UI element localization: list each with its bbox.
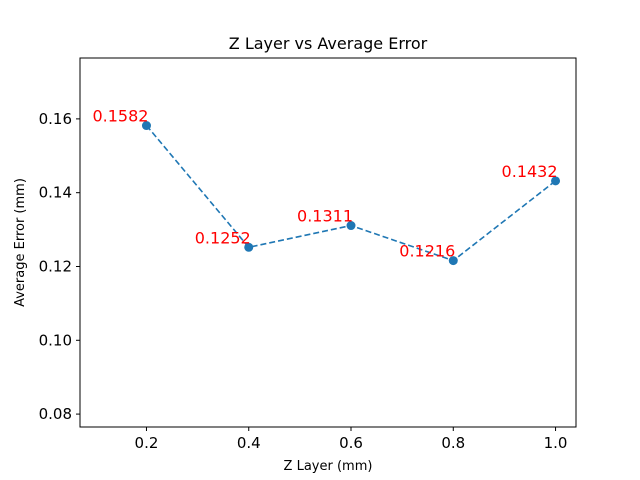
tick-layer: 0.2 0.4 0.6 0.8 1.0 0.08 0.10 0.12 0.14 0.16 — [39, 110, 568, 452]
data-point — [551, 176, 561, 186]
data-label: 0.1311 — [297, 207, 353, 226]
data-label: 0.1432 — [502, 162, 558, 181]
chart-title: Z Layer vs Average Error — [229, 34, 428, 53]
y-tick-label: 0.10 — [39, 331, 72, 349]
x-tick-label: 0.6 — [339, 434, 363, 452]
data-label: 0.1582 — [92, 107, 148, 126]
y-tick-label: 0.16 — [39, 110, 72, 128]
x-tick-label: 0.2 — [135, 434, 159, 452]
x-tick-label: 0.8 — [441, 434, 465, 452]
x-tick-label: 1.0 — [544, 434, 568, 452]
data-point — [346, 221, 356, 231]
data-layer: 0.1582 0.1252 0.1311 0.1216 0.1432 — [92, 107, 561, 266]
plot-frame — [79, 57, 577, 428]
data-point — [244, 242, 254, 252]
y-tick-label: 0.12 — [39, 257, 72, 275]
x-tick-label: 0.4 — [237, 434, 261, 452]
y-axis-label: Average Error (mm) — [13, 178, 28, 307]
x-axis-label: Z Layer (mm) — [284, 459, 373, 474]
y-tick-label: 0.08 — [39, 405, 72, 423]
data-point — [448, 256, 458, 266]
data-point — [141, 121, 151, 131]
data-label: 0.1216 — [399, 242, 455, 261]
y-tick-label: 0.14 — [39, 184, 72, 202]
data-label: 0.1252 — [195, 228, 251, 247]
